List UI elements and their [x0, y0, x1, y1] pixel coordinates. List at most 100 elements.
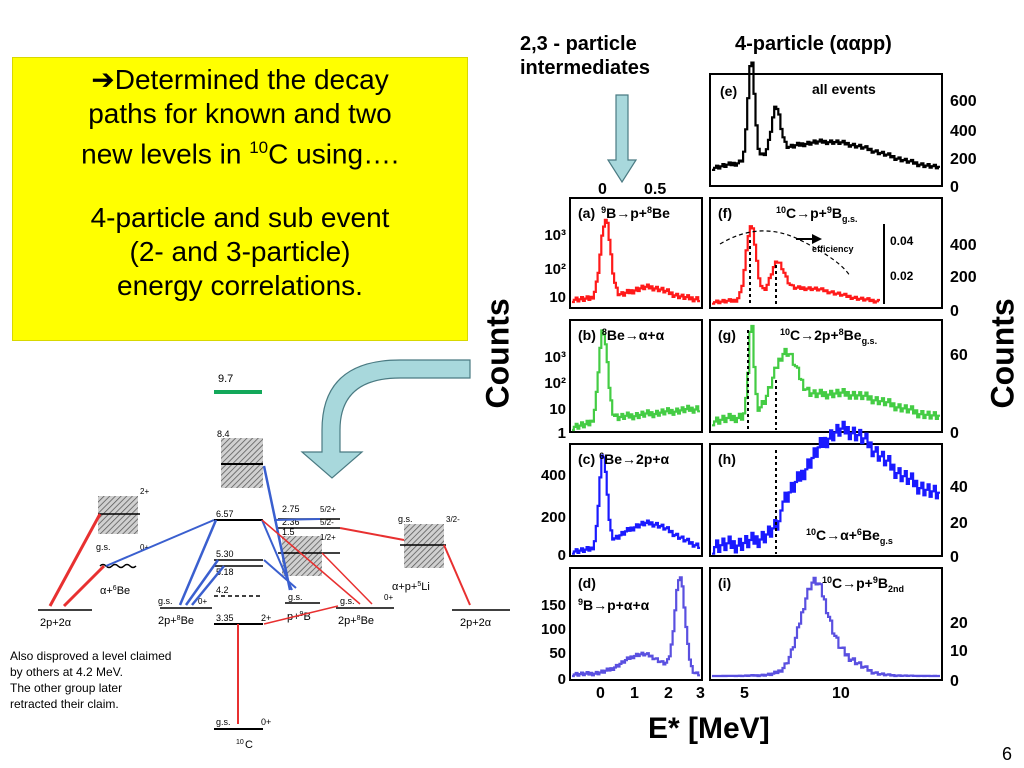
x-axis-label: E* [MeV] — [648, 712, 770, 745]
svg-text:2+: 2+ — [261, 613, 271, 623]
panel-g-title: (g) — [718, 327, 736, 343]
panel-e-label: all events — [812, 81, 876, 97]
svg-text:1: 1 — [630, 685, 639, 702]
svg-text:600: 600 — [950, 93, 977, 110]
svg-text:0.5: 0.5 — [644, 181, 666, 198]
svg-text:0: 0 — [950, 549, 959, 566]
panel-d-subtitle: 9B→p+α+α — [578, 597, 650, 613]
panel-h-title: (h) — [718, 451, 736, 467]
svg-text:200: 200 — [950, 151, 977, 168]
final-state-left: 2p+2α — [40, 617, 72, 629]
svg-text:10³: 10³ — [544, 349, 566, 366]
svg-text:50: 50 — [549, 645, 566, 662]
efficiency-label: efficiency — [812, 244, 854, 254]
svg-text:10C→p+9B2nd: 10C→p+9B2nd — [822, 575, 904, 594]
svg-text:0: 0 — [596, 685, 605, 702]
be6-channel-label: α+6Be — [100, 585, 130, 597]
curved-arrow-icon — [300, 359, 471, 479]
histogram-g — [712, 324, 940, 427]
svg-text:10: 10 — [549, 289, 566, 306]
panel-e — [709, 73, 943, 187]
svg-text:10³: 10³ — [544, 227, 566, 244]
panel-g — [709, 319, 943, 433]
svg-text:20: 20 — [950, 515, 968, 532]
svg-text:200: 200 — [950, 269, 977, 286]
final-state-right: 2p+2α — [460, 617, 492, 629]
svg-text:400: 400 — [541, 467, 566, 484]
histogram-d — [572, 576, 700, 678]
histogram-f — [712, 225, 880, 305]
svg-text:g.s.: g.s. — [340, 596, 355, 606]
right-arrow-icon: ➔ — [91, 64, 115, 95]
panel-c-title: (c) 6Be→2p+α — [578, 451, 670, 467]
svg-text:60: 60 — [950, 347, 968, 364]
panel-f — [709, 197, 943, 309]
efficiency-curve — [719, 230, 851, 277]
svg-text:0+: 0+ — [261, 717, 271, 727]
svg-text:0: 0 — [950, 673, 959, 690]
be8-channel-label-b: 2p+8Be — [338, 615, 374, 627]
histogram-i — [712, 576, 940, 678]
svg-text:2.36: 2.36 — [282, 517, 300, 527]
svg-text:2: 2 — [664, 685, 673, 702]
svg-text:10C→p+9Bg.s.: 10C→p+9Bg.s. — [776, 205, 858, 224]
down-arrow-icon — [606, 94, 638, 184]
level-9-7-label: 9.7 — [218, 373, 233, 385]
efficiency-arrow-icon — [796, 234, 822, 244]
svg-text:10: 10 — [549, 401, 566, 418]
svg-text:5/2+: 5/2+ — [320, 505, 336, 514]
svg-text:1.5: 1.5 — [282, 527, 295, 537]
four-particle-header: 4-particle (ααpp) — [735, 33, 892, 55]
svg-text:10²: 10² — [544, 375, 566, 392]
summary-line-2: paths for known and two — [88, 98, 392, 129]
panel-d — [569, 567, 703, 681]
level-6-57-label: 6.57 — [216, 509, 234, 519]
svg-text:0: 0 — [950, 179, 959, 196]
summary-line-3: new levels in 10C using…. — [81, 138, 399, 170]
svg-text:g.s.: g.s. — [96, 542, 111, 552]
svg-text:2.75: 2.75 — [282, 504, 300, 514]
svg-text:2+: 2+ — [140, 487, 149, 496]
histogram-c — [572, 454, 700, 555]
svg-text:1/2+: 1/2+ — [320, 533, 336, 542]
panel-h-label: 10C→α+6Beg.s — [806, 527, 893, 546]
svg-text:0: 0 — [598, 181, 607, 198]
panel-i — [709, 567, 943, 681]
panel-i-title: (i) — [718, 575, 731, 591]
panel-b-title: (b) 8Be→α+α — [578, 327, 665, 343]
panel-b — [569, 319, 703, 433]
svg-text:0: 0 — [558, 547, 566, 564]
svg-text:20: 20 — [950, 615, 968, 632]
svg-text:0+: 0+ — [198, 597, 207, 606]
page-number: 6 — [1002, 744, 1013, 764]
svg-text:0.04: 0.04 — [890, 234, 914, 248]
svg-text:400: 400 — [950, 123, 977, 140]
level-5-30-label: 5.30 — [216, 549, 234, 559]
svg-text:3/2-: 3/2- — [446, 515, 460, 524]
panel-d-title: (d) — [578, 575, 596, 591]
intermediates-header: 2,3 - particle intermediates — [520, 33, 651, 79]
disproval-note: Also disproved a level claimed by others… — [10, 649, 172, 711]
histogram-b — [572, 329, 700, 432]
summary-line-4: 4-particle and sub event — [90, 202, 390, 234]
panel-e-title: (e) — [720, 83, 737, 99]
svg-text:200: 200 — [541, 509, 566, 526]
svg-text:5/2-: 5/2- — [320, 518, 334, 527]
summary-line-1: ➔Determined the decay — [91, 64, 389, 95]
svg-text:g.s.: g.s. — [398, 514, 413, 524]
svg-text:g.s.: g.s. — [158, 596, 173, 606]
svg-text:10: 10 — [236, 739, 244, 746]
svg-text:0+: 0+ — [384, 593, 393, 602]
svg-text:10: 10 — [832, 685, 850, 702]
svg-text:400: 400 — [950, 237, 977, 254]
svg-text:150: 150 — [541, 597, 566, 614]
decay-scheme-diagram: 9.7 8.4 6.57 5.30 5.18 4.2 3.35 2+ g.s. … — [38, 373, 510, 751]
svg-text:g.s.: g.s. — [288, 592, 303, 602]
svg-text:0.02: 0.02 — [890, 269, 914, 283]
histogram-a — [572, 218, 700, 304]
panel-c — [569, 443, 703, 557]
summary-box: ➔Determined the decay paths for known an… — [12, 57, 468, 341]
panel-a — [569, 197, 703, 309]
svg-text:0: 0 — [558, 671, 566, 688]
svg-text:100: 100 — [541, 621, 566, 638]
